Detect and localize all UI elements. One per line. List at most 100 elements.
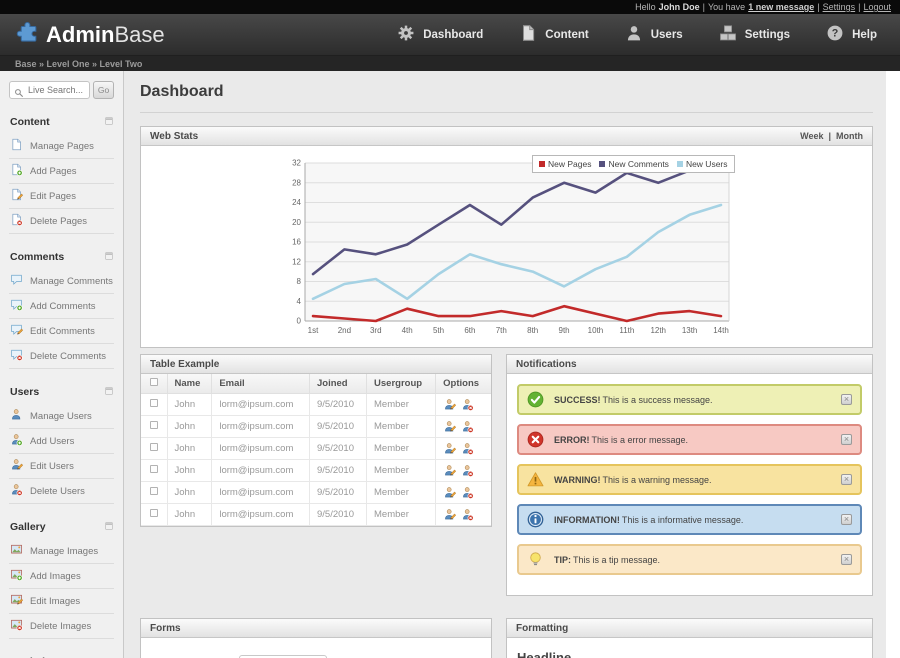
sidebar-item-add-images[interactable]: Add Images	[9, 564, 114, 589]
cell-joined: 9/5/2010	[308, 503, 368, 526]
edit-user-icon[interactable]	[443, 442, 457, 455]
web-stats-header: Web Stats Week | Month	[141, 127, 872, 146]
sidebar-item-edit-users[interactable]: Edit Users	[9, 454, 114, 479]
svg-text:12th: 12th	[650, 326, 666, 335]
cell-joined: 9/5/2010	[308, 393, 368, 416]
page-edit-icon	[10, 188, 24, 204]
close-icon[interactable]: ×	[841, 474, 852, 485]
delete-user-icon[interactable]	[461, 420, 474, 433]
sidebar-item-manage-images[interactable]: Manage Images	[9, 539, 114, 564]
select-all-checkbox[interactable]	[149, 378, 158, 386]
collapse-icon[interactable]	[105, 251, 113, 263]
table-example-panel: Table Example Name Email Joined Usergroup Op…	[140, 354, 492, 527]
sidebar-item-edit-images[interactable]: Edit Images	[9, 589, 114, 614]
svg-text:0: 0	[296, 317, 301, 326]
chart-legend: New Pages New Comments New Users	[532, 155, 735, 173]
collapse-icon[interactable]	[105, 386, 113, 398]
document-icon	[519, 24, 537, 45]
sidebar-item-add-pages[interactable]: Add Pages	[9, 159, 114, 184]
cell-name: John	[166, 481, 213, 504]
row-checkbox[interactable]	[149, 509, 158, 517]
delete-user-icon[interactable]	[461, 442, 474, 455]
notification-text: WARNING! This is a warning message.	[554, 474, 712, 485]
svg-text:4th: 4th	[401, 326, 412, 335]
search-go-button[interactable]: Go	[93, 81, 114, 99]
close-icon[interactable]: ×	[841, 514, 852, 525]
delete-user-icon[interactable]	[461, 398, 474, 411]
username: John Doe	[658, 2, 700, 12]
live-search: Go	[9, 81, 114, 99]
form-text-input[interactable]	[239, 655, 327, 658]
row-checkbox[interactable]	[149, 443, 158, 451]
app-header: AdminBase Dashboard Content Users Settings?…	[0, 14, 900, 56]
logo[interactable]: AdminBase	[15, 20, 165, 50]
users-table: Name Email Joined Usergroup Options John lor…	[141, 374, 491, 526]
sidebar-item-manage-pages[interactable]: Manage Pages	[9, 134, 114, 159]
success-notification: SUCCESS! This is a success message. ×	[517, 384, 862, 415]
sidebar-item-delete-images[interactable]: Delete Images	[9, 614, 114, 639]
svg-text:1st: 1st	[307, 326, 318, 335]
edit-user-icon[interactable]	[443, 398, 457, 411]
row-checkbox[interactable]	[149, 421, 158, 429]
sidebar-item-delete-pages[interactable]: Delete Pages	[9, 209, 114, 234]
collapse-icon[interactable]	[105, 116, 113, 128]
edit-user-icon[interactable]	[443, 486, 457, 499]
nav-content[interactable]: Content	[519, 24, 589, 45]
section-title-comments[interactable]: Comments	[9, 249, 114, 269]
delete-user-icon[interactable]	[461, 464, 474, 477]
svg-text:3rd: 3rd	[369, 326, 381, 335]
close-icon[interactable]: ×	[841, 554, 852, 565]
chart-range-links: Week | Month	[800, 131, 863, 141]
section-title-gallery[interactable]: Gallery	[9, 519, 114, 539]
image-add-icon	[10, 568, 23, 584]
divider: |	[858, 2, 861, 12]
nav-users[interactable]: Users	[625, 24, 683, 45]
collapse-icon[interactable]	[105, 521, 113, 533]
edit-user-icon[interactable]	[443, 464, 457, 477]
section-title-users[interactable]: Users	[9, 384, 114, 404]
svg-text:12: 12	[292, 257, 301, 266]
nav-settings[interactable]: Settings	[719, 24, 790, 45]
close-icon[interactable]: ×	[841, 394, 852, 405]
sidebar-item-edit-pages[interactable]: Edit Pages	[9, 184, 114, 209]
edit-user-icon[interactable]	[443, 508, 457, 521]
week-link[interactable]: Week	[800, 131, 824, 141]
sidebar-item-manage-comments[interactable]: Manage Comments	[9, 269, 114, 294]
month-link[interactable]: Month	[836, 131, 863, 141]
row-checkbox[interactable]	[149, 465, 158, 473]
error-notification: ERROR! This is a error message. ×	[517, 424, 862, 455]
logout-link[interactable]: Logout	[863, 2, 891, 12]
sidebar-item-add-users[interactable]: Add Users	[9, 429, 114, 454]
cell-usergroup: Member	[366, 503, 437, 526]
help-icon: ?	[826, 24, 844, 45]
web-stats-panel: Web Stats Week | Month 0 4 8 12 16 20 24 28 32 1s…	[140, 126, 873, 348]
row-checkbox[interactable]	[149, 399, 158, 407]
notification-text: TIP: This is a tip message.	[554, 554, 661, 565]
sidebar-item-add-comments[interactable]: Add Comments	[9, 294, 114, 319]
headline: Headline	[517, 650, 572, 658]
row-checkbox[interactable]	[149, 487, 158, 495]
greeting-text: Hello	[635, 2, 656, 12]
new-message-link[interactable]: 1 new message	[748, 2, 815, 12]
chart-area: 0 4 8 12 16 20 24 28 32 1st 2nd 3rd 4th 5th 6th 7th 8th 9…	[141, 146, 872, 347]
nav-help[interactable]: ? Help	[826, 24, 877, 45]
close-icon[interactable]: ×	[841, 434, 852, 445]
main-nav: Dashboard Content Users Settings ? Help	[397, 24, 885, 45]
table-row: John lorm@ipsum.com 9/5/2010 Member	[141, 503, 491, 526]
section-title-content[interactable]: Content	[9, 114, 114, 134]
settings-link[interactable]: Settings	[822, 2, 856, 12]
delete-user-icon[interactable]	[461, 508, 474, 521]
edit-user-icon[interactable]	[443, 420, 457, 433]
sidebar-item-delete-comments[interactable]: Delete Comments	[9, 344, 114, 369]
sidebar-item-manage-users[interactable]: Manage Users	[9, 404, 114, 429]
delete-user-icon[interactable]	[461, 486, 474, 499]
search-input[interactable]	[9, 81, 90, 99]
svg-text:20: 20	[292, 218, 301, 227]
sidebar-item-delete-users[interactable]: Delete Users	[9, 479, 114, 504]
formatting-title: Formatting	[516, 622, 569, 634]
nav-dashboard[interactable]: Dashboard	[397, 24, 483, 45]
x-circle-icon	[527, 431, 544, 448]
breadcrumb[interactable]: Base » Level One » Level Two	[0, 56, 900, 71]
cell-name: John	[166, 437, 213, 460]
sidebar-item-edit-comments[interactable]: Edit Comments	[9, 319, 114, 344]
